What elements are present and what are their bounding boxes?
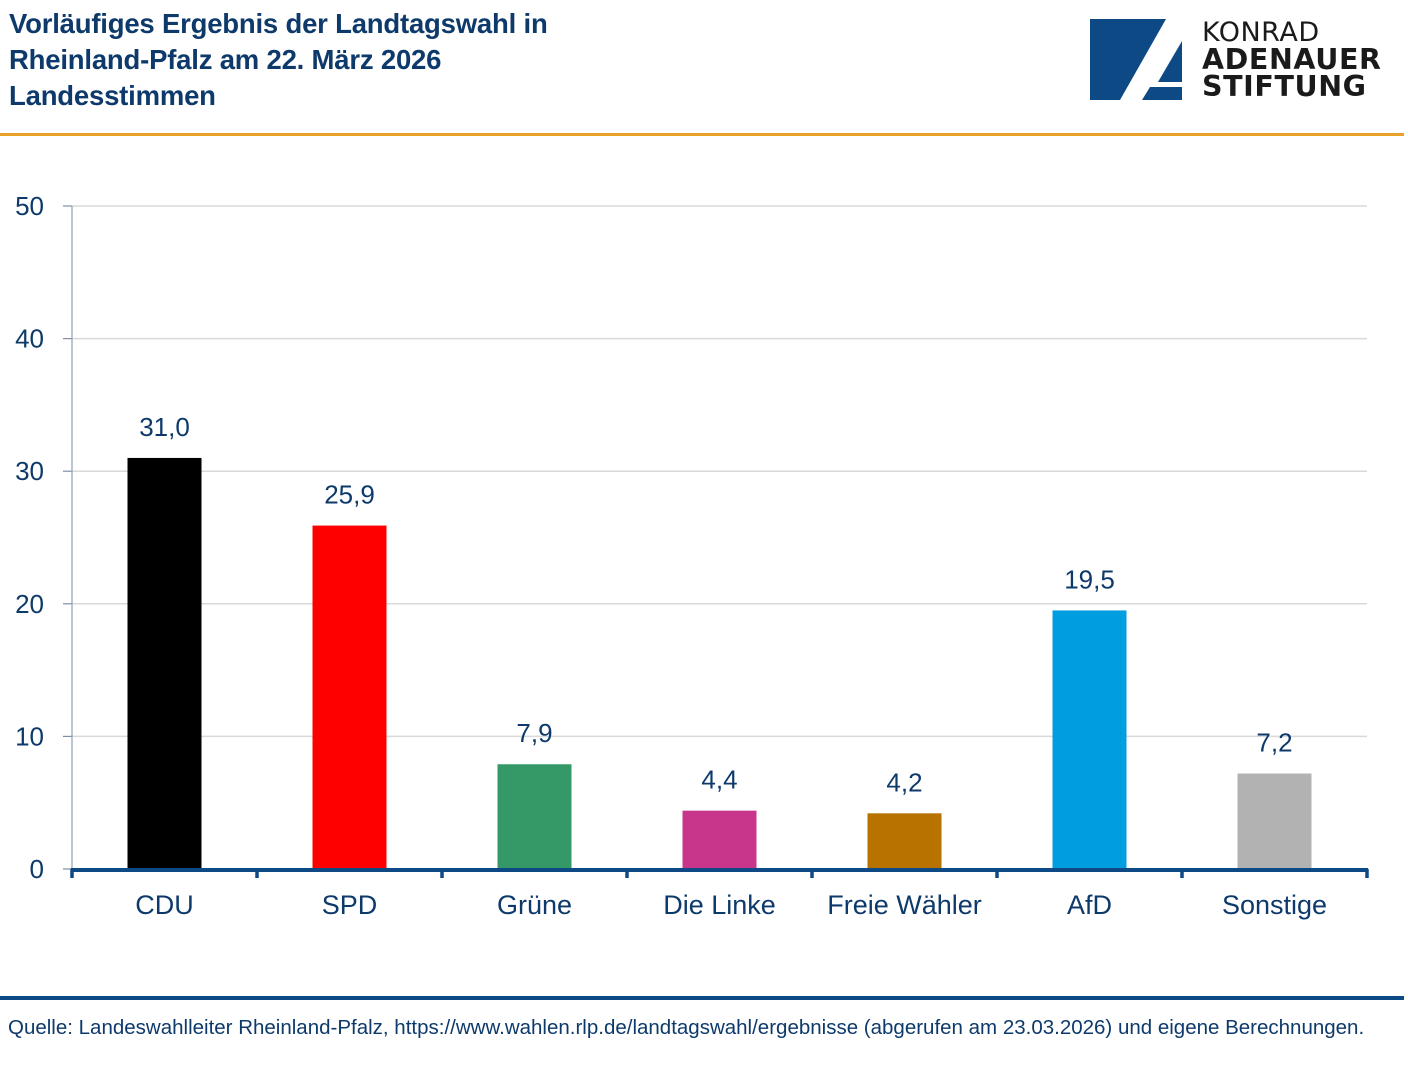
bar-spd [312, 525, 387, 869]
logo-line-konrad: KONRAD [1202, 17, 1320, 48]
chart-title: Vorläufiges Ergebnis der Landtagswahl in… [9, 6, 548, 114]
y-tick-label: 0 [30, 854, 44, 884]
data-label: 4,2 [886, 767, 922, 797]
y-tick-label: 30 [15, 456, 44, 486]
data-label: 25,9 [324, 480, 375, 510]
kas-a-logo-icon [1090, 19, 1182, 100]
x-tick-label: AfD [1067, 890, 1112, 920]
title-line-3: Landesstimmen [9, 80, 216, 111]
footer-divider [0, 996, 1404, 1000]
bar-freie-wähler [867, 813, 942, 869]
x-tick-label: CDU [135, 890, 194, 920]
y-tick-label: 10 [15, 721, 44, 751]
x-tick-label: SPD [322, 890, 378, 920]
x-tick-label: Die Linke [663, 890, 776, 920]
source-note: Quelle: Landeswahlleiter Rheinland-Pfalz… [8, 1016, 1365, 1039]
data-label: 7,9 [516, 718, 552, 748]
logo-wordmark: KONRAD ADENAUER STIFTUNG [1202, 17, 1382, 103]
title-line-2: Rheinland-Pfalz am 22. März 2026 [9, 44, 442, 75]
bar-chart: 0 10 20 30 40 50 31,0 CDU 25,9 SPD 7,9 Grüne 4,4 Die … [15, 191, 1369, 920]
bar-afd [1052, 610, 1127, 869]
x-tick-label: Sonstige [1222, 890, 1327, 920]
x-tick-label: Grüne [497, 890, 572, 920]
data-label: 4,4 [701, 765, 737, 795]
logo-line-adenauer: ADENAUER [1202, 43, 1382, 76]
title-line-1: Vorläufiges Ergebnis der Landtagswahl in [9, 8, 548, 39]
header-divider [0, 133, 1404, 136]
data-label: 19,5 [1064, 564, 1115, 594]
data-label: 7,2 [1256, 728, 1292, 758]
logo-line-stiftung: STIFTUNG [1202, 70, 1367, 103]
y-tick-label: 20 [15, 589, 44, 619]
y-tick-label: 50 [15, 191, 44, 221]
bar-die-linke [682, 810, 757, 869]
bar-cdu [127, 457, 202, 869]
bar-sonstige [1237, 773, 1312, 869]
y-tick-label: 40 [15, 324, 44, 354]
bar-grüne [497, 764, 572, 869]
data-label: 31,0 [139, 412, 190, 442]
kas-logo: KONRAD ADENAUER STIFTUNG [1090, 19, 1400, 101]
x-tick-label: Freie Wähler [827, 890, 982, 920]
